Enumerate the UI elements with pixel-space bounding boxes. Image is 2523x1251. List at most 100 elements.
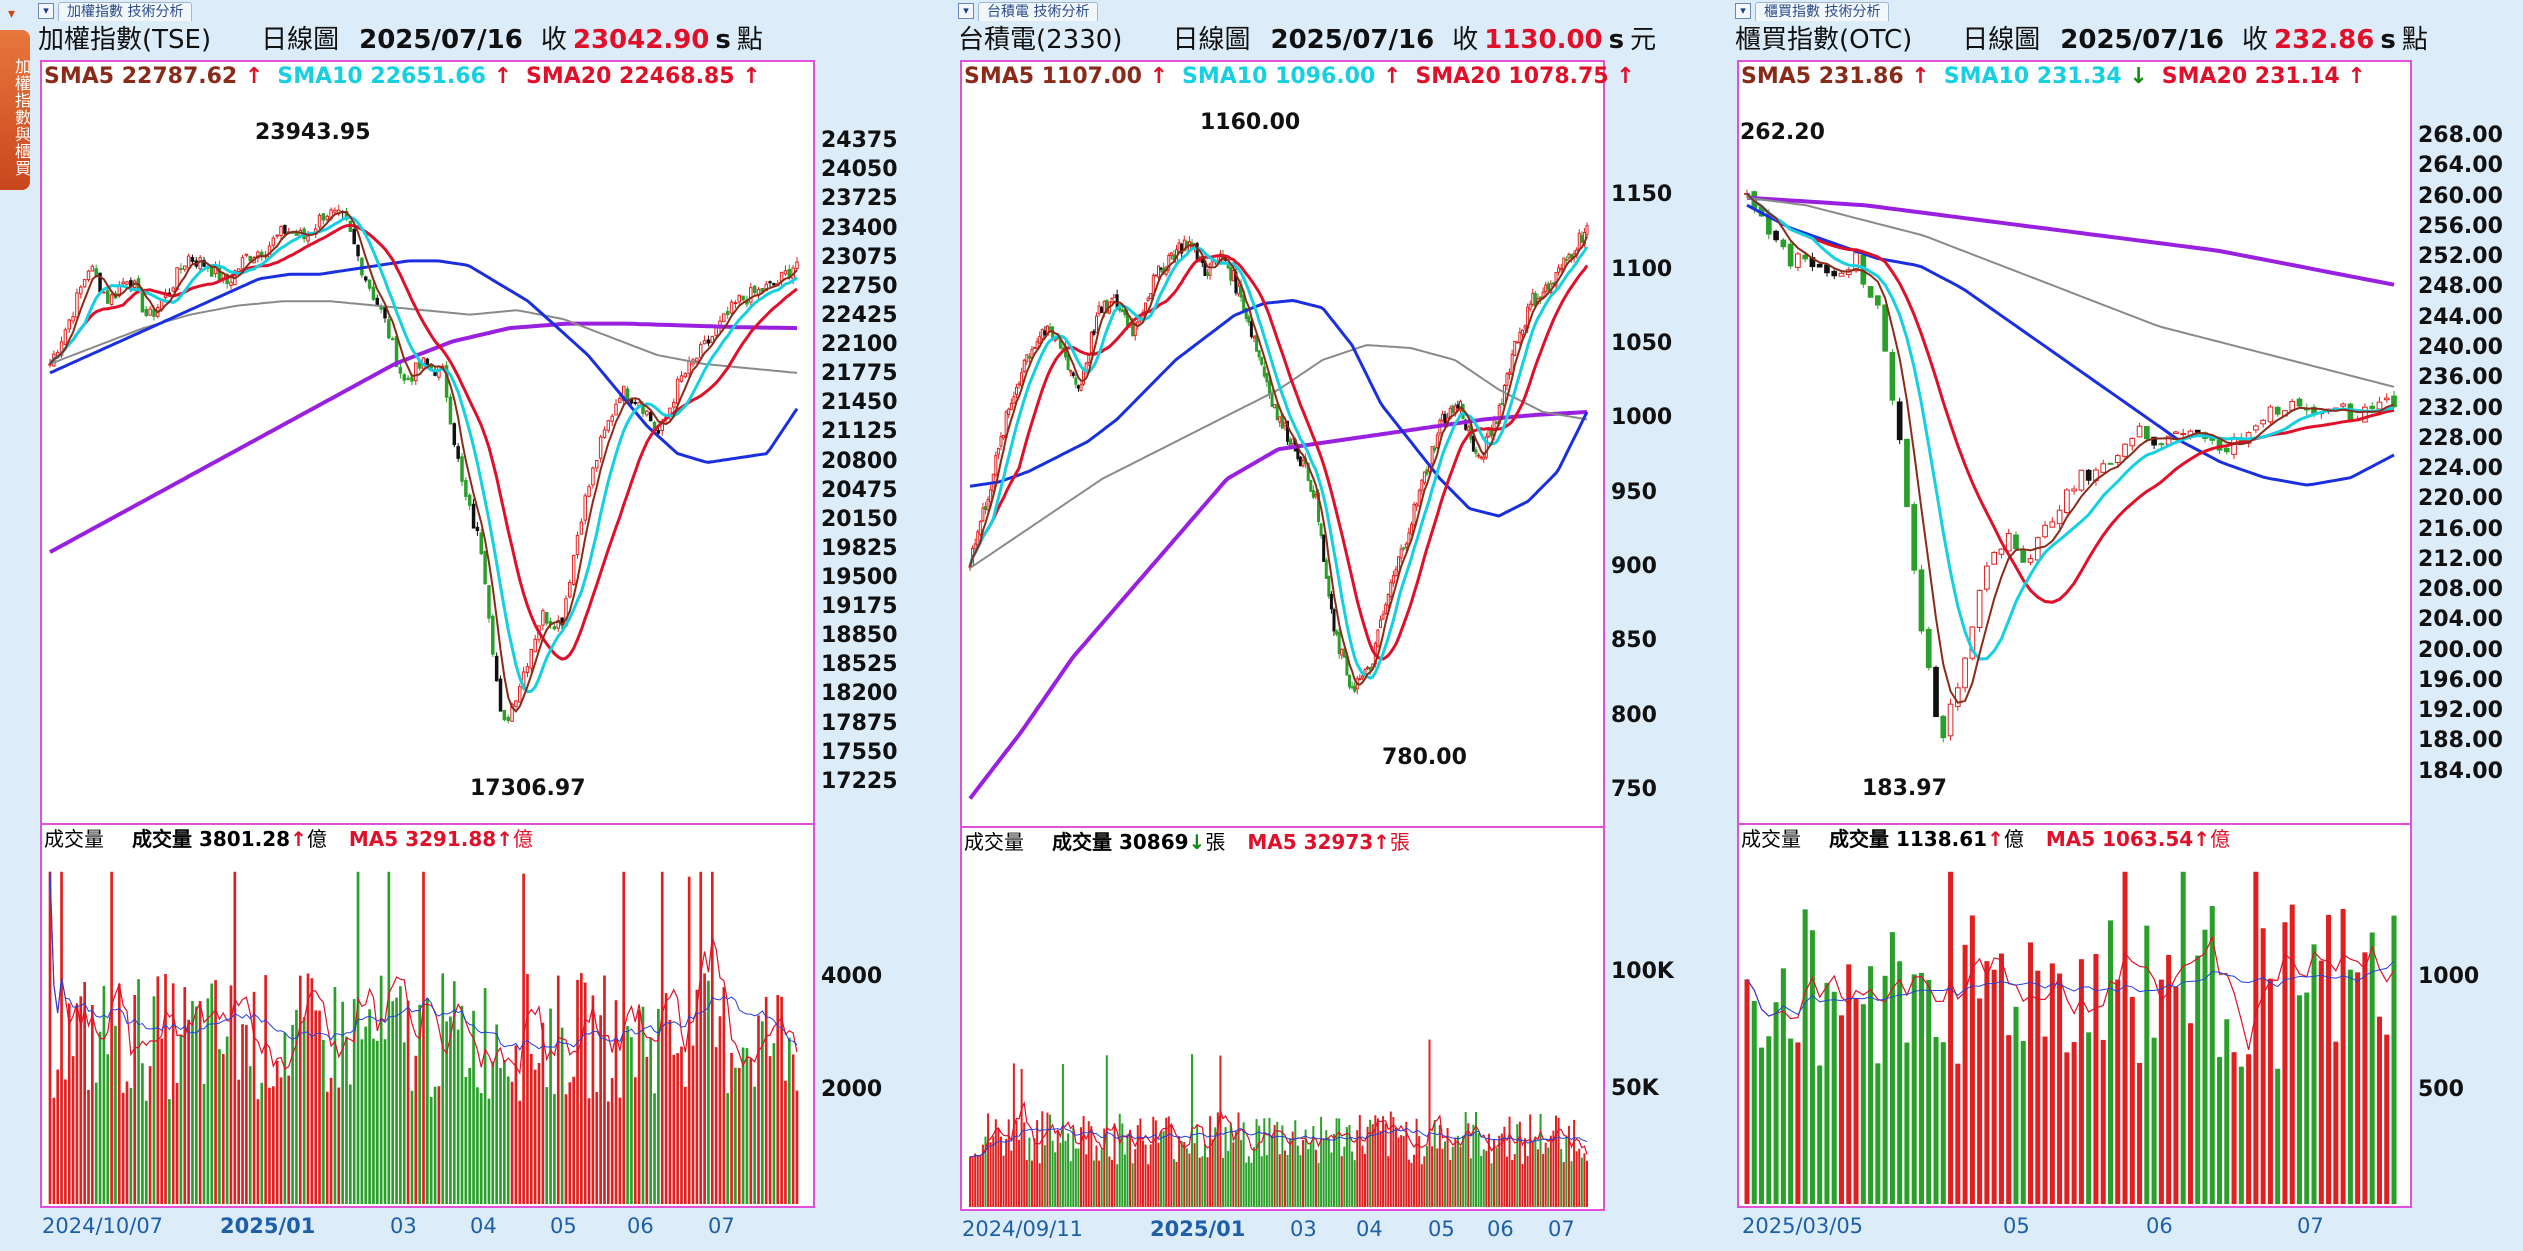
volume-bar <box>2311 944 2317 1204</box>
volume-bar <box>479 1093 483 1204</box>
volume-bar <box>364 1026 368 1204</box>
volume-bar <box>776 995 780 1204</box>
side-tab-index-otc[interactable]: 加權指數與櫃買 <box>0 30 31 190</box>
sma10-line <box>1745 192 2395 661</box>
volume-bar <box>214 980 217 1204</box>
price-plot-svg[interactable] <box>1739 62 2410 823</box>
candle <box>398 363 403 379</box>
y-tick-label: 260.00 <box>2418 183 2503 209</box>
volume-bar <box>533 1069 537 1204</box>
candle <box>1518 327 1522 346</box>
volume-bar <box>137 979 140 1204</box>
y-tick-label: 264.00 <box>2418 153 2503 179</box>
y-tick-label: 900 <box>1611 554 1657 580</box>
x-tick-label: 2024/10/07 <box>42 1214 164 1238</box>
panel-menu-icon[interactable]: ▾ <box>38 3 54 19</box>
volume-bar <box>175 1083 179 1204</box>
sma20-label: SMA20 22468.85 ↑ <box>526 64 761 89</box>
panel-title-tab[interactable]: 台積電 技術分析 <box>978 1 1099 21</box>
price-chart[interactable] <box>960 60 1605 828</box>
volume-bar <box>1268 1117 1271 1207</box>
candle <box>437 365 441 381</box>
volume-ma20-line <box>1746 960 2395 1017</box>
volume-plot-svg[interactable] <box>42 825 813 1206</box>
candle <box>1933 665 1939 718</box>
candle <box>2042 521 2048 539</box>
volume-bar <box>2013 1006 2019 1204</box>
volume-bar <box>1998 953 2004 1204</box>
candle <box>279 225 283 240</box>
volume-bar <box>1853 998 1859 1204</box>
volume-bar <box>2275 1068 2281 1204</box>
period-label[interactable]: 日線圖 <box>1962 25 2041 55</box>
volume-bar <box>722 987 726 1204</box>
price-plot-svg[interactable] <box>42 62 813 823</box>
candle <box>471 498 476 529</box>
volume-bar <box>653 1093 656 1204</box>
x-tick-label: 07 <box>1548 1217 1575 1241</box>
volume-bar <box>1007 1119 1010 1207</box>
volume-bar <box>1573 1119 1576 1207</box>
close-value: 232.86 <box>2274 25 2375 55</box>
volume-bar <box>1206 1157 1209 1207</box>
volume-bar <box>1020 1068 1023 1207</box>
volume-bar <box>1196 1124 1199 1207</box>
candle <box>82 279 87 288</box>
candle <box>1190 239 1194 249</box>
candle <box>1249 317 1253 339</box>
volume-bar <box>1224 1127 1227 1207</box>
candle <box>1033 346 1037 349</box>
candle <box>1076 384 1080 392</box>
volume-bar <box>989 1142 992 1207</box>
volume-bar <box>310 978 314 1204</box>
price-plot-svg[interactable] <box>962 62 1603 826</box>
volume-bar <box>1369 1119 1372 1207</box>
volume-bar <box>252 991 256 1204</box>
candle <box>387 315 391 340</box>
volume-bar <box>2035 970 2041 1204</box>
price-chart[interactable] <box>1737 60 2412 825</box>
volume-bar <box>1247 1156 1250 1207</box>
volume-bar <box>318 1010 321 1204</box>
candle <box>460 452 464 487</box>
volume-bar <box>2195 955 2201 1204</box>
candle <box>1038 331 1042 344</box>
candle <box>1544 281 1548 295</box>
period-label[interactable]: 日線圖 <box>261 25 340 55</box>
volume-bar <box>191 1001 194 1204</box>
volume-bar <box>210 983 214 1204</box>
candle <box>2180 428 2187 439</box>
volume-plot-svg[interactable] <box>962 828 1603 1209</box>
panel-menu-icon[interactable]: ▾ <box>958 3 974 19</box>
candle <box>1443 410 1447 425</box>
candle <box>1376 628 1380 649</box>
candle <box>1092 328 1096 337</box>
panel-title-tab[interactable]: 加權指數 技術分析 <box>58 1 193 21</box>
volume-bar <box>2166 954 2172 1204</box>
panel-title-tab[interactable]: 櫃買指數 技術分析 <box>1755 1 1890 21</box>
volume-bar <box>437 1086 441 1204</box>
period-label[interactable]: 日線圖 <box>1172 25 1251 55</box>
collapse-arrow-icon[interactable]: ▾ <box>8 6 16 22</box>
candle <box>1440 410 1444 423</box>
volume-bar <box>1005 1138 1008 1207</box>
volume-bar <box>1100 1149 1103 1207</box>
volume-bar <box>784 1080 787 1204</box>
candle <box>1976 589 1983 632</box>
candle <box>752 284 757 296</box>
volume-bar <box>737 1067 741 1204</box>
volume-bar <box>445 1021 448 1204</box>
volume-bar <box>1376 1118 1379 1207</box>
volume-bar <box>718 1016 722 1204</box>
volume-bar <box>560 1027 564 1204</box>
candle <box>2274 405 2281 417</box>
volume-bar <box>1788 1038 1794 1204</box>
volume-bar <box>2028 942 2034 1204</box>
volume-bar <box>1485 1150 1488 1207</box>
price-chart[interactable] <box>40 60 815 825</box>
s-label: s <box>715 25 731 55</box>
volume-plot-svg[interactable] <box>1739 825 2410 1206</box>
panel-menu-icon[interactable]: ▾ <box>1735 3 1751 19</box>
unit-label: 元 <box>1630 25 1657 55</box>
period-low-label: 17306.97 <box>470 776 586 801</box>
